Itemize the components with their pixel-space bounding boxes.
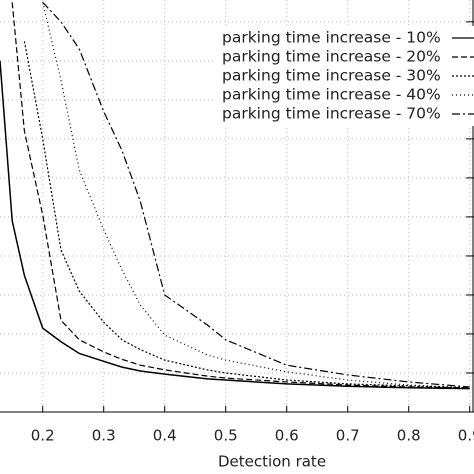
x-tick-label: 0.9 [458,427,474,445]
x-tick-label: 0.2 [31,427,55,445]
legend-label: parking time increase - 30% [222,67,441,85]
line-series [42,2,470,389]
legend-bg [216,26,474,126]
x-tick-label: 0.7 [336,427,360,445]
x-tick-label: 0.6 [275,427,299,445]
line-series [0,60,470,390]
x-axis-label: Detection rate [218,453,326,471]
x-tick-label: 0.5 [214,427,238,445]
legend-label: parking time increase - 40% [222,86,441,104]
legend-label: parking time increase - 20% [222,48,441,66]
legend-label: parking time increase - 70% [222,105,441,123]
line-series [42,1,470,388]
x-tick-label: 0.4 [153,427,177,445]
legend-label: parking time increase - 10% [222,29,441,47]
x-tick-label: 0.3 [92,427,116,445]
x-tick-label: 0.8 [397,427,421,445]
line-series [11,2,470,389]
